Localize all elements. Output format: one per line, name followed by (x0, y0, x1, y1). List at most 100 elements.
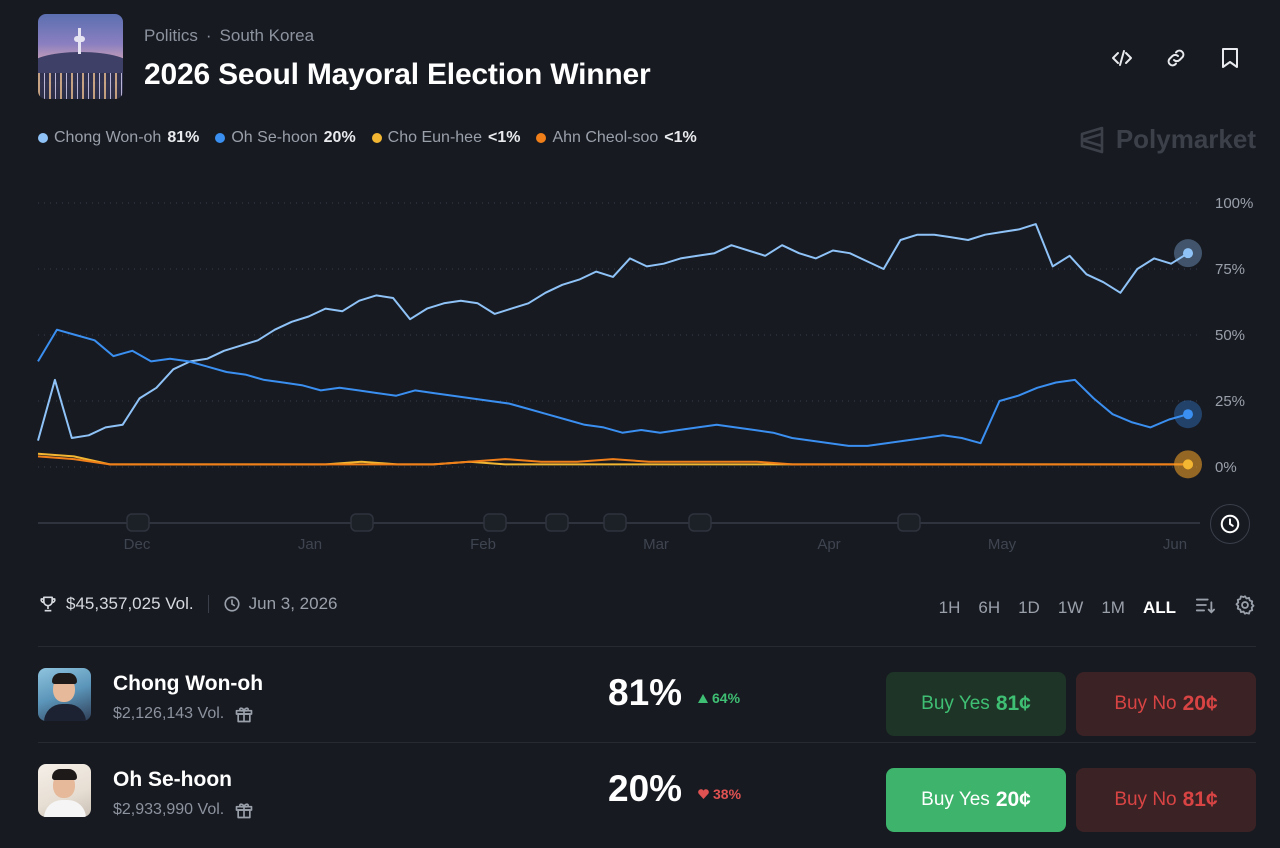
price-change-value: 64% (712, 690, 741, 706)
sort-lines-icon[interactable] (1194, 595, 1216, 620)
gift-icon[interactable] (234, 704, 254, 724)
price-change: 64% (698, 690, 740, 706)
row-divider (38, 742, 1256, 743)
legend-value: 81% (167, 129, 200, 146)
timeline-event-marker[interactable] (603, 513, 627, 532)
candidate-volume: $2,933,990 Vol. (113, 800, 254, 820)
timeline-event-marker[interactable] (688, 513, 712, 532)
triangle-up-icon (698, 693, 708, 703)
settings-gear-icon[interactable] (1234, 594, 1256, 621)
buy-yes-label: Buy Yes (921, 693, 990, 714)
timeline-event-marker[interactable] (483, 513, 507, 532)
row-divider (38, 646, 1256, 647)
chart-legend: Chong Won-oh 81% Oh Se-hoon 20% Cho Eun-… (38, 129, 697, 147)
market-stats: $45,357,025 Vol. Jun 3, 2026 (38, 594, 337, 614)
outcome-row-oh[interactable]: Oh Se-hoon $2,933,990 Vol. 20% 38% Buy Y… (38, 752, 1256, 848)
avatar-hair (52, 673, 77, 684)
series-line-1[interactable] (37, 328, 1189, 447)
timeline-event-marker[interactable] (545, 513, 569, 532)
buy-no-price: 20¢ (1182, 692, 1218, 715)
x-tick-label: Apr (817, 536, 840, 553)
buy-no-price: 81¢ (1182, 788, 1218, 811)
legend-item-oh: Oh Se-hoon 20% (215, 129, 356, 147)
legend-item-ahn: Ahn Cheol-soo <1% (536, 129, 697, 147)
heart-down-icon (698, 789, 709, 799)
y-tick-label: 75% (1215, 261, 1245, 278)
legend-swatch (371, 133, 382, 143)
x-tick-label: May (988, 536, 1017, 553)
header-actions (1108, 44, 1244, 72)
candidate-name[interactable]: Chong Won-oh (113, 672, 264, 695)
buy-no-button[interactable]: Buy No 81¢ (1076, 768, 1256, 832)
x-tick-label: Jun (1163, 536, 1187, 553)
breadcrumb-category[interactable]: Politics (144, 26, 198, 45)
candidate-volume-value: $2,126,143 Vol. (113, 705, 225, 722)
legend-item-chong: Chong Won-oh 81% (38, 129, 199, 147)
trophy-icon (40, 596, 56, 612)
end-date: Jun 3, 2026 (223, 594, 338, 614)
series-end-point[interactable] (1183, 459, 1193, 470)
end-date-value: Jun 3, 2026 (248, 594, 338, 613)
legend-item-cho: Cho Eun-hee <1% (371, 129, 520, 147)
total-volume-value: $45,357,025 Vol. (66, 594, 194, 613)
series-end-point[interactable] (1183, 248, 1193, 259)
y-tick-label: 100% (1215, 195, 1253, 212)
buy-yes-button[interactable]: Buy Yes 81¢ (886, 672, 1066, 736)
brand-watermark: Polymarket (1078, 124, 1256, 155)
buy-no-label: Buy No (1114, 789, 1177, 810)
polymarket-logo-icon (1080, 126, 1104, 153)
timeline-event-marker[interactable] (350, 513, 374, 532)
legend-swatch (215, 133, 226, 143)
price-change: 38% (698, 786, 741, 802)
buy-no-button[interactable]: Buy No 20¢ (1076, 672, 1256, 736)
legend-swatch (536, 133, 547, 143)
range-all[interactable]: ALL (1142, 597, 1176, 617)
outcome-row-chong[interactable]: Chong Won-oh $2,126,143 Vol. 81% 64% Buy… (38, 656, 1256, 752)
price-change-value: 38% (713, 786, 742, 802)
avatar (38, 668, 91, 721)
avatar-body (44, 800, 86, 817)
candidate-percent: 20% (608, 768, 683, 809)
x-tick-label: Mar (643, 536, 669, 553)
candidate-volume-value: $2,933,990 Vol. (113, 801, 225, 818)
breadcrumb-region[interactable]: South Korea (219, 26, 315, 45)
breadcrumb-separator: · (205, 26, 212, 45)
range-6h[interactable]: 6H (978, 597, 1001, 617)
embed-code-icon[interactable] (1108, 44, 1136, 72)
legend-name: Ahn Cheol-soo (552, 129, 659, 146)
gift-icon[interactable] (234, 800, 254, 820)
series-end-point[interactable] (1183, 409, 1193, 420)
clock-icon (224, 596, 240, 612)
legend-name: Cho Eun-hee (387, 129, 482, 146)
x-tick-label: Feb (470, 536, 496, 553)
history-clock-button[interactable] (1210, 504, 1250, 544)
range-1h[interactable]: 1H (938, 597, 961, 617)
total-volume: $45,357,025 Vol. (38, 594, 194, 614)
price-chart[interactable]: 100% 75% 50% 25% 0% Dec Jan Feb Mar Apr May Jun (0, 180, 1280, 560)
series-line-3[interactable] (37, 455, 1188, 466)
time-range-selector: 1H 6H 1D 1W 1M ALL (939, 594, 1256, 621)
avatar-hair (52, 769, 77, 780)
thumbnail-city (38, 73, 123, 99)
timeline-event-marker[interactable] (897, 513, 921, 532)
thumbnail-tower (74, 28, 85, 54)
timeline-event-marker[interactable] (126, 513, 150, 532)
range-1d[interactable]: 1D (1018, 597, 1040, 617)
candidate-name[interactable]: Oh Se-hoon (113, 768, 232, 791)
candidate-volume: $2,126,143 Vol. (113, 704, 254, 724)
series-line-0[interactable] (37, 223, 1189, 441)
buy-yes-button[interactable]: Buy Yes 20¢ (886, 768, 1066, 832)
buy-yes-price: 20¢ (995, 788, 1031, 811)
legend-value: 20% (323, 129, 356, 146)
range-1m[interactable]: 1M (1101, 597, 1125, 617)
avatar-body (44, 704, 86, 721)
x-tick-label: Dec (124, 536, 151, 553)
bookmark-icon[interactable] (1216, 44, 1244, 72)
brand-name: Polymarket (1115, 124, 1256, 154)
link-icon[interactable] (1162, 44, 1190, 72)
buy-no-label: Buy No (1114, 693, 1177, 714)
legend-swatch (38, 133, 48, 143)
buy-yes-price: 81¢ (995, 692, 1031, 715)
legend-name: Oh Se-hoon (231, 129, 318, 146)
range-1w[interactable]: 1W (1057, 597, 1084, 617)
